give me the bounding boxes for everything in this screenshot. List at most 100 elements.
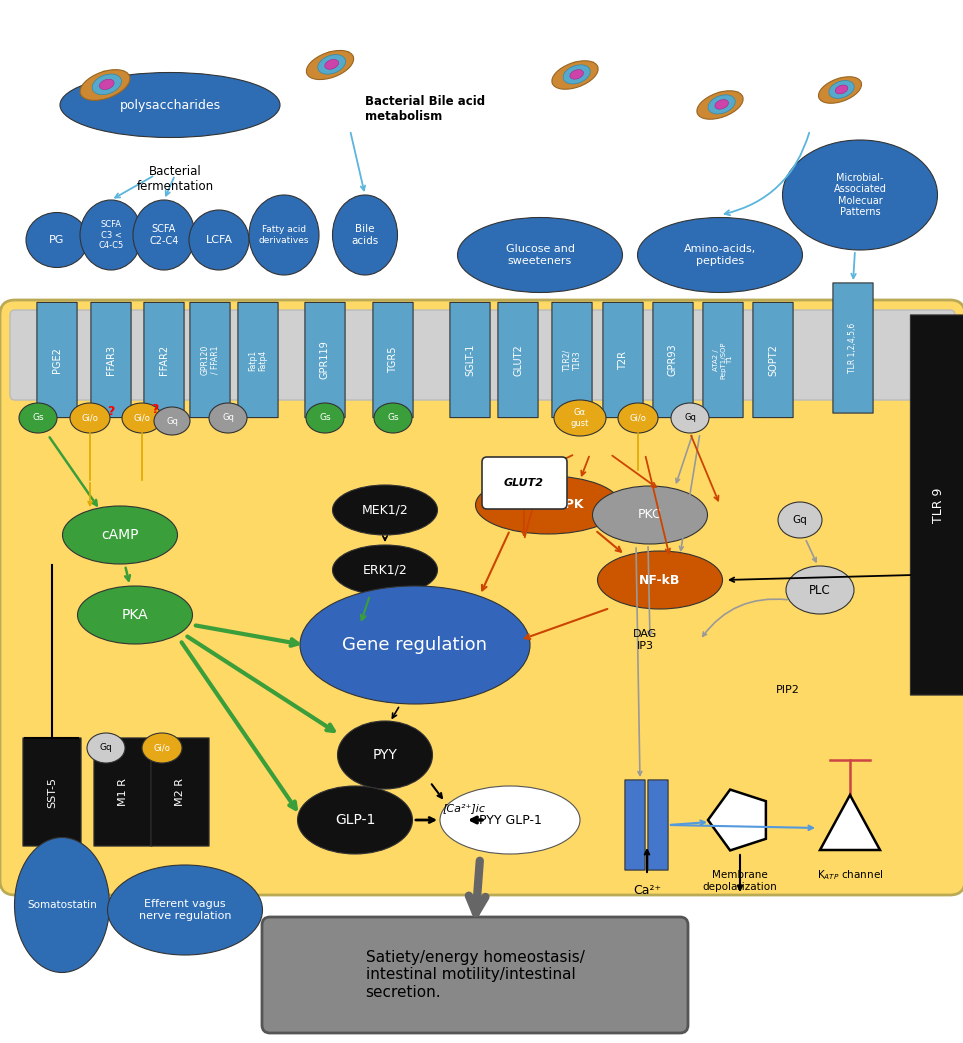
Text: DAG
IP3: DAG IP3	[633, 629, 657, 651]
Text: GPR93: GPR93	[668, 344, 678, 377]
Text: SCFA
C2-C4: SCFA C2-C4	[149, 224, 179, 246]
Text: TLR 9: TLR 9	[931, 487, 945, 523]
Text: Fatty acid
derivatives: Fatty acid derivatives	[259, 225, 309, 245]
Text: SGLT-1: SGLT-1	[465, 344, 475, 377]
FancyBboxPatch shape	[373, 302, 413, 417]
FancyBboxPatch shape	[305, 302, 345, 417]
Text: ERK1/2: ERK1/2	[363, 563, 407, 577]
Text: ?: ?	[151, 403, 159, 416]
Text: SCFA
C3 <
C4-C5: SCFA C3 < C4-C5	[98, 220, 123, 250]
Text: Gq: Gq	[166, 416, 178, 426]
Text: Gi/o: Gi/o	[82, 413, 98, 422]
Ellipse shape	[92, 74, 121, 95]
Text: Gene regulation: Gene regulation	[343, 636, 487, 654]
Text: Somatostatin: Somatostatin	[27, 900, 97, 909]
Text: LCFA: LCFA	[205, 235, 232, 245]
Ellipse shape	[26, 213, 88, 267]
Text: M2 R: M2 R	[175, 778, 185, 806]
Ellipse shape	[715, 100, 728, 110]
Polygon shape	[820, 795, 880, 850]
Text: GLP-1: GLP-1	[335, 812, 376, 827]
Ellipse shape	[133, 200, 195, 270]
Ellipse shape	[306, 403, 344, 433]
Text: TLR 1,2,4,5,6: TLR 1,2,4,5,6	[848, 323, 857, 373]
Text: ATA2 /
PepT1/SOP
T1: ATA2 / PepT1/SOP T1	[713, 341, 733, 379]
Ellipse shape	[778, 502, 822, 538]
Text: Gq: Gq	[793, 515, 807, 525]
Text: PKA: PKA	[121, 608, 148, 622]
FancyBboxPatch shape	[262, 917, 688, 1033]
Text: Gi/o: Gi/o	[630, 413, 646, 422]
Ellipse shape	[457, 218, 622, 292]
Text: Amino-acids,
peptides: Amino-acids, peptides	[684, 244, 756, 266]
Ellipse shape	[77, 586, 193, 644]
Ellipse shape	[332, 485, 437, 535]
Text: FFAR3: FFAR3	[106, 345, 116, 375]
FancyBboxPatch shape	[910, 315, 963, 695]
Ellipse shape	[80, 70, 130, 100]
Ellipse shape	[570, 70, 584, 79]
Text: P38 MAPK: P38 MAPK	[512, 499, 584, 511]
Ellipse shape	[552, 60, 598, 90]
FancyBboxPatch shape	[498, 302, 538, 417]
Ellipse shape	[99, 79, 114, 90]
Ellipse shape	[300, 586, 530, 704]
FancyBboxPatch shape	[10, 310, 955, 401]
Ellipse shape	[108, 865, 263, 955]
Text: PIP2: PIP2	[776, 685, 800, 695]
FancyBboxPatch shape	[648, 780, 668, 870]
Ellipse shape	[563, 65, 590, 84]
Text: M1 R: M1 R	[118, 778, 128, 806]
FancyBboxPatch shape	[482, 457, 567, 509]
Text: Membrane
depolarization: Membrane depolarization	[703, 870, 777, 892]
Text: Bacterial Bile acid
metabolism: Bacterial Bile acid metabolism	[365, 95, 485, 123]
FancyBboxPatch shape	[450, 302, 490, 417]
Text: MEK1/2: MEK1/2	[362, 504, 408, 516]
Text: Gi/o: Gi/o	[134, 413, 150, 422]
Text: Fatp1
Fatp4: Fatp1 Fatp4	[248, 349, 268, 370]
Ellipse shape	[374, 403, 412, 433]
Text: Ca²⁺: Ca²⁺	[633, 883, 661, 897]
Ellipse shape	[618, 403, 658, 433]
Ellipse shape	[786, 566, 854, 614]
Ellipse shape	[671, 403, 709, 433]
Text: [Ca²⁺]ic: [Ca²⁺]ic	[443, 803, 485, 812]
Text: Gi/o: Gi/o	[153, 744, 170, 752]
Ellipse shape	[306, 50, 353, 79]
Ellipse shape	[835, 84, 847, 94]
Ellipse shape	[592, 486, 708, 544]
Text: SST-5: SST-5	[47, 776, 57, 807]
FancyBboxPatch shape	[91, 302, 131, 417]
FancyBboxPatch shape	[552, 302, 592, 417]
Ellipse shape	[249, 195, 319, 275]
FancyBboxPatch shape	[0, 300, 963, 895]
Ellipse shape	[63, 506, 177, 564]
Ellipse shape	[829, 80, 854, 98]
FancyBboxPatch shape	[23, 737, 81, 846]
Ellipse shape	[87, 733, 125, 763]
Ellipse shape	[440, 786, 580, 854]
FancyBboxPatch shape	[833, 283, 873, 413]
Text: Gs: Gs	[319, 413, 331, 422]
Text: PYY: PYY	[373, 748, 398, 762]
Ellipse shape	[332, 195, 398, 275]
Ellipse shape	[325, 59, 339, 69]
Text: T2R: T2R	[618, 350, 628, 369]
FancyBboxPatch shape	[753, 302, 794, 417]
Ellipse shape	[476, 476, 620, 534]
Text: Glucose and
sweeteners: Glucose and sweeteners	[506, 244, 575, 266]
Ellipse shape	[554, 401, 606, 436]
FancyBboxPatch shape	[238, 302, 278, 417]
Ellipse shape	[708, 95, 735, 114]
Ellipse shape	[697, 91, 743, 119]
FancyBboxPatch shape	[94, 737, 152, 846]
Text: NF-kB: NF-kB	[639, 574, 681, 586]
Text: Gs: Gs	[32, 413, 43, 422]
Text: PLC: PLC	[809, 583, 831, 597]
Ellipse shape	[14, 838, 110, 972]
Text: Gq: Gq	[684, 413, 696, 422]
Ellipse shape	[638, 218, 802, 292]
FancyBboxPatch shape	[603, 302, 643, 417]
Ellipse shape	[819, 77, 862, 103]
Text: Gq: Gq	[222, 413, 234, 422]
